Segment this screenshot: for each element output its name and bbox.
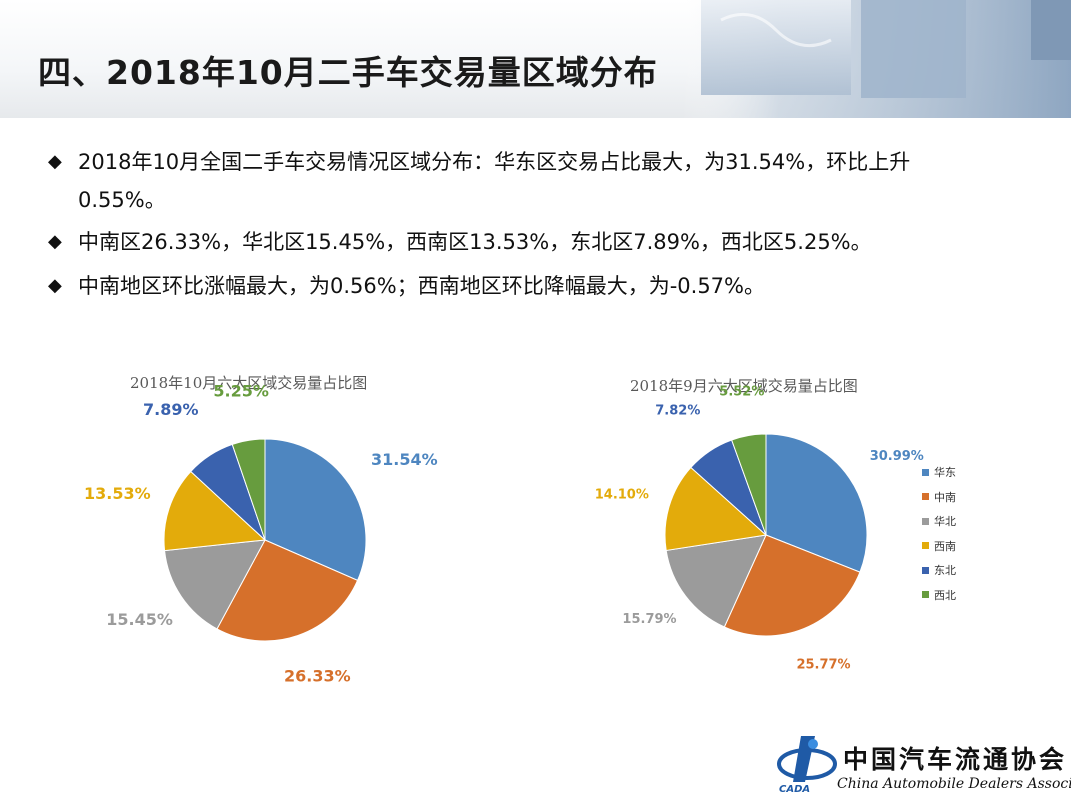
legend-label: 东北 <box>934 564 956 578</box>
legend-swatch <box>922 591 929 599</box>
bullet-text: 中南地区环比涨幅最大，为0.56%；西南地区环比降幅最大，为-0.57%。 <box>78 274 765 298</box>
data-label-西南: 13.53% <box>84 484 151 503</box>
diamond-bullet-icon: ◆ <box>48 231 62 252</box>
legend-item-华东: 华东 <box>922 460 956 485</box>
data-label-华东: 31.54% <box>371 450 438 469</box>
chart-title-september: 2018年9月六大区域交易量占比图 <box>630 377 858 395</box>
pie-slice-华东 <box>264 438 367 582</box>
bullet-list: ◆ 2018年10月全国二手车交易情况区域分布：华东区交易占比最大，为31.54… <box>48 140 1038 308</box>
pie-slice-西北 <box>731 433 767 536</box>
diamond-bullet-icon: ◆ <box>48 275 62 296</box>
page-title: 四、2018年10月二手车交易量区域分布 <box>38 53 658 92</box>
legend-item-东北: 东北 <box>922 558 956 583</box>
legend-label: 西北 <box>934 588 956 602</box>
header-decoration <box>681 0 1071 118</box>
data-label-西南: 14.10% <box>595 488 649 503</box>
chart-legend: 华东中南华北西南东北西北 <box>922 460 956 607</box>
data-label-东北: 7.89% <box>143 400 199 419</box>
legend-swatch <box>922 542 929 550</box>
cada-logo: CADA 中国汽车流通协会 China Automobile Dealers A… <box>775 728 1071 805</box>
chart-title-october: 2018年10月六大区域交易量占比图 <box>130 374 368 392</box>
pie-slice-华东 <box>765 433 868 573</box>
legend-item-西南: 西南 <box>922 534 956 559</box>
data-label-华北: 15.45% <box>106 610 173 629</box>
data-label-西北: 5.25% <box>213 381 269 400</box>
legend-swatch <box>922 517 929 525</box>
pie-slice-中南 <box>216 539 359 642</box>
pie-slice-华北 <box>164 539 266 630</box>
bullet-item: ◆ 中南地区环比涨幅最大，为0.56%；西南地区环比降幅最大，为-0.57%。 <box>48 264 1038 308</box>
data-label-东北: 7.82% <box>655 403 700 418</box>
bullet-text: 中南区26.33%，华北区15.45%，西南区13.53%，东北区7.89%，西… <box>78 230 872 254</box>
pie-slice-西南 <box>163 470 267 552</box>
pie-slice-华北 <box>665 534 767 628</box>
legend-item-华北: 华北 <box>922 509 956 534</box>
data-label-中南: 26.33% <box>284 667 351 686</box>
data-label-中南: 25.77% <box>796 657 850 672</box>
bullet-item: ◆ 中南区26.33%，华北区15.45%，西南区13.53%，东北区7.89%… <box>48 220 1038 264</box>
cada-emblem-icon <box>777 736 837 782</box>
data-label-西北: 5.52% <box>719 385 764 400</box>
logo-chinese-name: 中国汽车流通协会 <box>843 745 1068 774</box>
legend-item-中南: 中南 <box>922 485 956 510</box>
bullet-text: 2018年10月全国二手车交易情况区域分布：华东区交易占比最大，为31.54%，… <box>78 150 911 174</box>
legend-label: 西南 <box>934 539 956 553</box>
legend-item-西北: 西北 <box>922 583 956 608</box>
header-banner: 四、2018年10月二手车交易量区域分布 <box>0 0 1071 118</box>
logo-english-name: China Automobile Dealers Association <box>837 776 1071 792</box>
legend-label: 中南 <box>934 490 956 504</box>
bullet-item: ◆ 2018年10月全国二手车交易情况区域分布：华东区交易占比最大，为31.54… <box>48 140 1038 220</box>
data-label-华东: 30.99% <box>870 449 924 464</box>
data-label-华北: 15.79% <box>622 612 676 627</box>
pie-slice-西北 <box>231 438 266 541</box>
diamond-bullet-icon: ◆ <box>48 151 62 172</box>
legend-label: 华东 <box>934 466 956 480</box>
legend-swatch <box>922 468 929 476</box>
pie-slice-西南 <box>664 466 768 552</box>
logo-abbreviation: CADA <box>779 784 811 795</box>
pie-slice-中南 <box>723 534 861 637</box>
legend-label: 华北 <box>934 515 956 529</box>
legend-swatch <box>922 493 929 501</box>
bullet-text-continued: 0.55%。 <box>78 188 166 212</box>
legend-swatch <box>922 566 929 574</box>
